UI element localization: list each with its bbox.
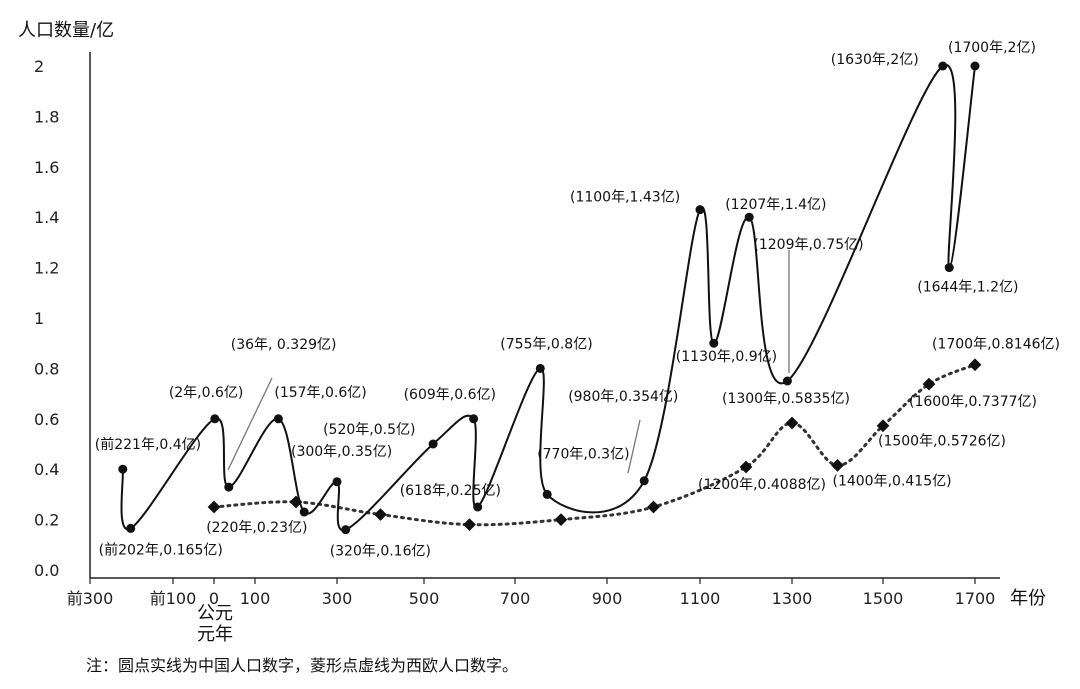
china-circle-point [535,363,545,373]
data-label: (前221年,0.4亿) [95,436,201,453]
china-series-line [120,64,976,531]
europe-diamond-point [831,459,844,472]
y-tick-label: 0.0 [34,561,59,580]
europe-diamond-point [647,500,660,514]
data-label: (1200年,0.4088亿) [698,477,826,493]
y-tick-label: 2 [34,57,44,76]
china-circle-point [639,476,649,486]
china-circle-point [709,338,719,348]
china-circle-point [469,414,479,424]
series-group [118,61,982,535]
x-tick-label: 900 [592,589,623,608]
data-label: (300年,0.35亿) [291,444,392,460]
china-circle-point [126,523,136,533]
x-tick-label: 300 [322,589,353,608]
x-tick-label: 700 [500,589,531,608]
china-circle-point [118,464,128,474]
x-axis-title: 年份 [1010,588,1046,609]
data-label: (980年,0.354亿) [568,389,678,405]
data-label: (1600年,0.7377亿) [909,394,1037,410]
data-label: (157年,0.6亿) [274,385,366,401]
data-label: (1207年,1.4亿) [725,197,826,213]
data-label: (520年,0.5亿) [323,422,415,438]
china-circle-point [428,439,438,449]
y-tick-label: 0.4 [34,460,59,479]
x-tick-label: 1300 [772,589,813,608]
data-label: (2年,0.6亿) [169,385,244,401]
y-tick-label: 1 [34,309,44,328]
data-label: (1630年,2亿) [831,52,919,68]
china-circle-point [695,205,705,215]
y-tick-label: 0.2 [34,511,59,530]
x-sub-label-2: 元年 [197,624,233,645]
y-tick-label: 1.6 [34,158,59,177]
data-label: (1130年,0.9亿) [676,349,777,365]
china-circle-point [938,61,948,71]
data-label: (前202年,0.165亿) [99,541,223,558]
china-circle-point [341,525,351,535]
europe-diamond-point [785,416,799,430]
x-tick-label: 前100 [150,589,197,608]
x-sub-label-1: 公元 [197,603,233,624]
data-label: (1100年,1.43亿) [570,190,680,206]
data-label: (770年,0.3亿) [537,446,629,462]
data-label: (1700年,0.8146亿) [932,337,1060,353]
data-label: (755年,0.8亿) [500,336,592,352]
data-label: (609年,0.6亿) [404,387,496,403]
footnote: 注：圆点实线为中国人口数字，菱形点虚线为西欧人口数字。 [86,656,519,675]
china-circle-point [299,507,309,517]
y-tick-label: 1.4 [34,208,59,227]
x-tick-label: 前300 [67,589,114,608]
y-tick-label: 0.8 [34,359,59,378]
china-circle-point [944,263,954,273]
china-circle-point [273,414,283,424]
europe-diamond-point [739,460,753,474]
china-circle-point [970,61,980,71]
europe-diamond-point [922,377,936,391]
data-label: (36年, 0.329亿) [231,337,337,353]
x-tick-label: 1100 [680,589,721,608]
data-label: (1644年,1.2亿) [917,280,1018,296]
chart-axes: 人口数量/亿 年份 公元 元年 [18,20,1046,645]
x-tick-label: 100 [240,589,271,608]
europe-diamond-point [374,508,387,521]
y-tick-label: 1.8 [34,107,59,126]
population-chart: 人口数量/亿 年份 公元 元年 0.0 0.2 0.4 0.6 0.8 1 1.2 1.4 1.… [18,20,1060,645]
china-circle-point [744,212,754,222]
data-label: (320年,0.16亿) [330,544,431,560]
europe-diamond-point [968,358,982,372]
leader-line [627,419,641,474]
data-label: (618年,0.25亿) [400,483,501,499]
leader-line [227,377,273,471]
x-tick-label: 1700 [955,589,996,608]
x-tick-label: 500 [409,589,440,608]
europe-diamond-point [207,500,221,514]
china-circle-point [332,477,342,487]
data-label: (1400年,0.415亿) [833,473,952,489]
china-circle-point [473,502,483,512]
china-circle-point [210,414,220,424]
china-circle-point [542,489,552,499]
data-label: (1209年,0.75亿) [753,237,863,253]
x-tick-label: 1500 [863,589,904,608]
china-circle-point [782,376,792,386]
y-tick-label: 0.6 [34,410,59,429]
data-label: (1300年,0.5835亿) [722,391,850,407]
china-circle-point [224,482,234,492]
data-label: (220年,0.23亿) [206,520,307,536]
europe-diamond-point [554,513,568,526]
x-tick-label: 0 [209,589,219,608]
data-label: (1500年,0.5726亿) [878,434,1006,450]
data-label-group: (前221年,0.4亿) (前202年,0.165亿) (2年,0.6亿) (36年,… [95,40,1060,560]
y-axis-title: 人口数量/亿 [18,20,114,41]
europe-diamond-point [463,518,476,532]
data-label: (1700年,2亿) [948,40,1036,56]
y-tick-label: 1.2 [34,259,59,278]
x-tick-group: 前300 前100 0 100 300 500 700 900 1100 1300 1500 1700 [67,578,996,608]
y-tick-group: 0.0 0.2 0.4 0.6 0.8 1 1.2 1.4 1.6 1.8 2 [34,57,59,580]
